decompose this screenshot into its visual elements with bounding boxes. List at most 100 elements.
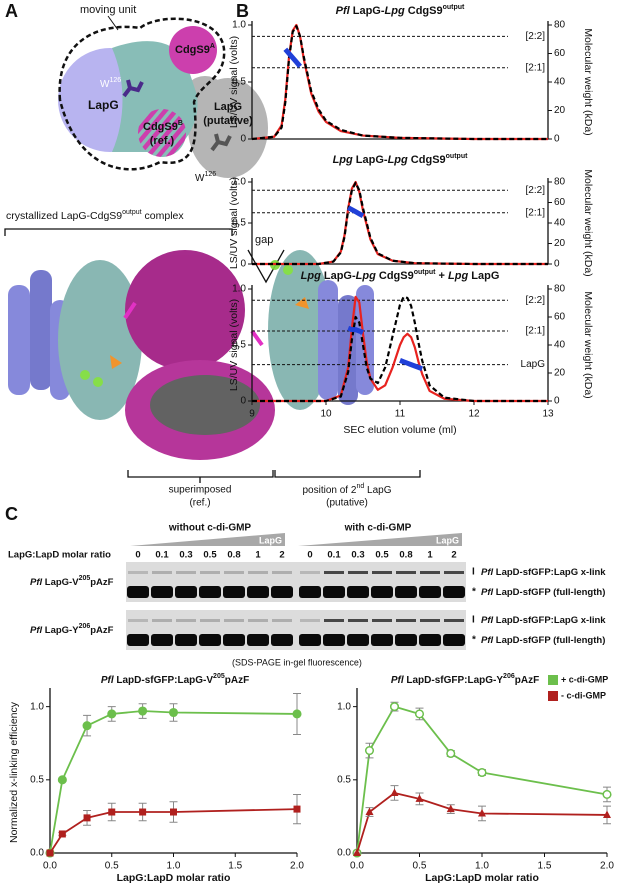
text: Pfl [481, 615, 494, 626]
text: LapD-sfGFP (full-length) [493, 635, 605, 646]
marker [415, 794, 424, 802]
lane-label: 0.3 [351, 550, 364, 561]
marker [603, 810, 611, 818]
wedge-label: LapG [436, 535, 459, 545]
data-line [347, 325, 364, 335]
text: CdgS9 [408, 154, 446, 166]
text: W [195, 173, 205, 184]
panel-label: C [5, 504, 18, 524]
marker [293, 805, 301, 813]
x-tick-label: 0.0 [350, 861, 364, 872]
full-band [271, 634, 293, 646]
text: CdgS9 [376, 270, 414, 282]
reference-label: [2:2] [526, 31, 546, 42]
full-band [395, 586, 417, 598]
y2-tick-label: 80 [554, 177, 566, 188]
x-tick-label: 11 [395, 409, 406, 420]
marker [602, 789, 612, 800]
text: Pfl [481, 587, 494, 598]
y-tick-label: 1.0 [232, 20, 246, 31]
y2-tick-label: 0 [554, 259, 560, 270]
marker [292, 709, 302, 719]
text: output [414, 269, 436, 276]
marker [82, 721, 92, 731]
text: Pfl [101, 675, 114, 686]
text: nd [356, 483, 364, 490]
y2-tick-label: 60 [554, 197, 566, 208]
full-band [299, 586, 321, 598]
x-tick-label: 10 [320, 409, 332, 420]
full-band [199, 634, 221, 646]
text: CdgS9 [143, 121, 178, 133]
reference-label: [2:2] [526, 295, 546, 306]
chart-title: Lpg LapG-Lpg CdgS9output + Lpg LapG [301, 269, 500, 282]
lapg-label: LapG [88, 98, 119, 112]
bracket [4, 228, 233, 236]
data-line [252, 181, 548, 266]
text: Lpg [301, 270, 321, 282]
axis [251, 21, 549, 140]
text: LapG [468, 270, 499, 282]
full-band [347, 586, 369, 598]
xlink-band [324, 619, 344, 622]
lapg-putative-label: (putative) [203, 115, 253, 127]
reference-label: [2:1] [526, 62, 546, 73]
reference-label: [2:1] [526, 326, 546, 337]
text: Pfl [481, 635, 494, 646]
y2-tick-label: 80 [554, 20, 566, 31]
text: output [122, 209, 142, 216]
panel-label: A [5, 1, 18, 21]
xlink-band [248, 571, 268, 574]
x-axis-title: LapG:LapD molar ratio [425, 872, 539, 884]
y-tick-label: 1.0 [30, 701, 44, 712]
legend-swatch [548, 691, 558, 701]
tryptophan [122, 79, 144, 98]
y-axis-title: Normalized x-linking efficiency [8, 701, 20, 843]
text: LapG [364, 485, 391, 496]
data-line [252, 295, 548, 403]
data-line [251, 25, 548, 141]
leader [107, 15, 119, 31]
lane-label: 1 [255, 550, 261, 561]
legend-label: - c-di-GMP [561, 690, 606, 700]
xlink-band [224, 619, 244, 622]
data-line [252, 295, 548, 403]
full-band [199, 586, 221, 598]
full-band [299, 634, 321, 646]
y-tick-label: 0.0 [337, 848, 351, 859]
lane-label: 0.3 [179, 550, 192, 561]
cdgs9b-shape [138, 109, 186, 157]
full-band [419, 634, 441, 646]
gels: 0 0.1 0.3 0.5 0.8 1 2 0 0.1 0.3 0.5 0.8 1 2 Pfl LapG-V… [30, 550, 606, 650]
x-tick-label: 0.5 [105, 861, 119, 872]
position-label: position of 2nd LapG [303, 483, 392, 495]
y-tick-label: 1.0 [232, 284, 246, 295]
superimposed-label: (ref.) [189, 498, 210, 509]
full-band [127, 586, 149, 598]
data-line [356, 705, 608, 854]
y-tick-label: 0.5 [232, 77, 246, 88]
xlink-band [176, 619, 196, 622]
y-tick-label: 0.0 [30, 848, 44, 859]
xlink-band [200, 619, 220, 622]
xlink-band [152, 619, 172, 622]
chart-title: Lpg LapG-Lpg CdgS9output [333, 153, 469, 166]
xlink-band [444, 619, 464, 622]
xlink-band [396, 571, 416, 574]
tryptophan [210, 133, 232, 152]
full-band [347, 634, 369, 646]
text: LapG-Y [42, 625, 79, 636]
text: 205 [79, 575, 91, 582]
text: pAzF [90, 625, 113, 636]
legend-label: + c-di-GMP [561, 674, 608, 684]
xlink-band [300, 619, 320, 622]
condition-label: without c-di-GMP [168, 523, 252, 534]
full-band [323, 634, 345, 646]
text: Lpg [448, 270, 468, 282]
y2-tick-label: 40 [554, 77, 566, 88]
y2-tick-label: 40 [554, 218, 566, 229]
x-axis-title: LapG:LapD molar ratio [117, 872, 231, 884]
text: Lpg [333, 154, 353, 166]
band-mark: * [472, 635, 476, 646]
chart-title: Pfl LapD-sfGFP:LapG-V205pAzF [101, 673, 249, 685]
